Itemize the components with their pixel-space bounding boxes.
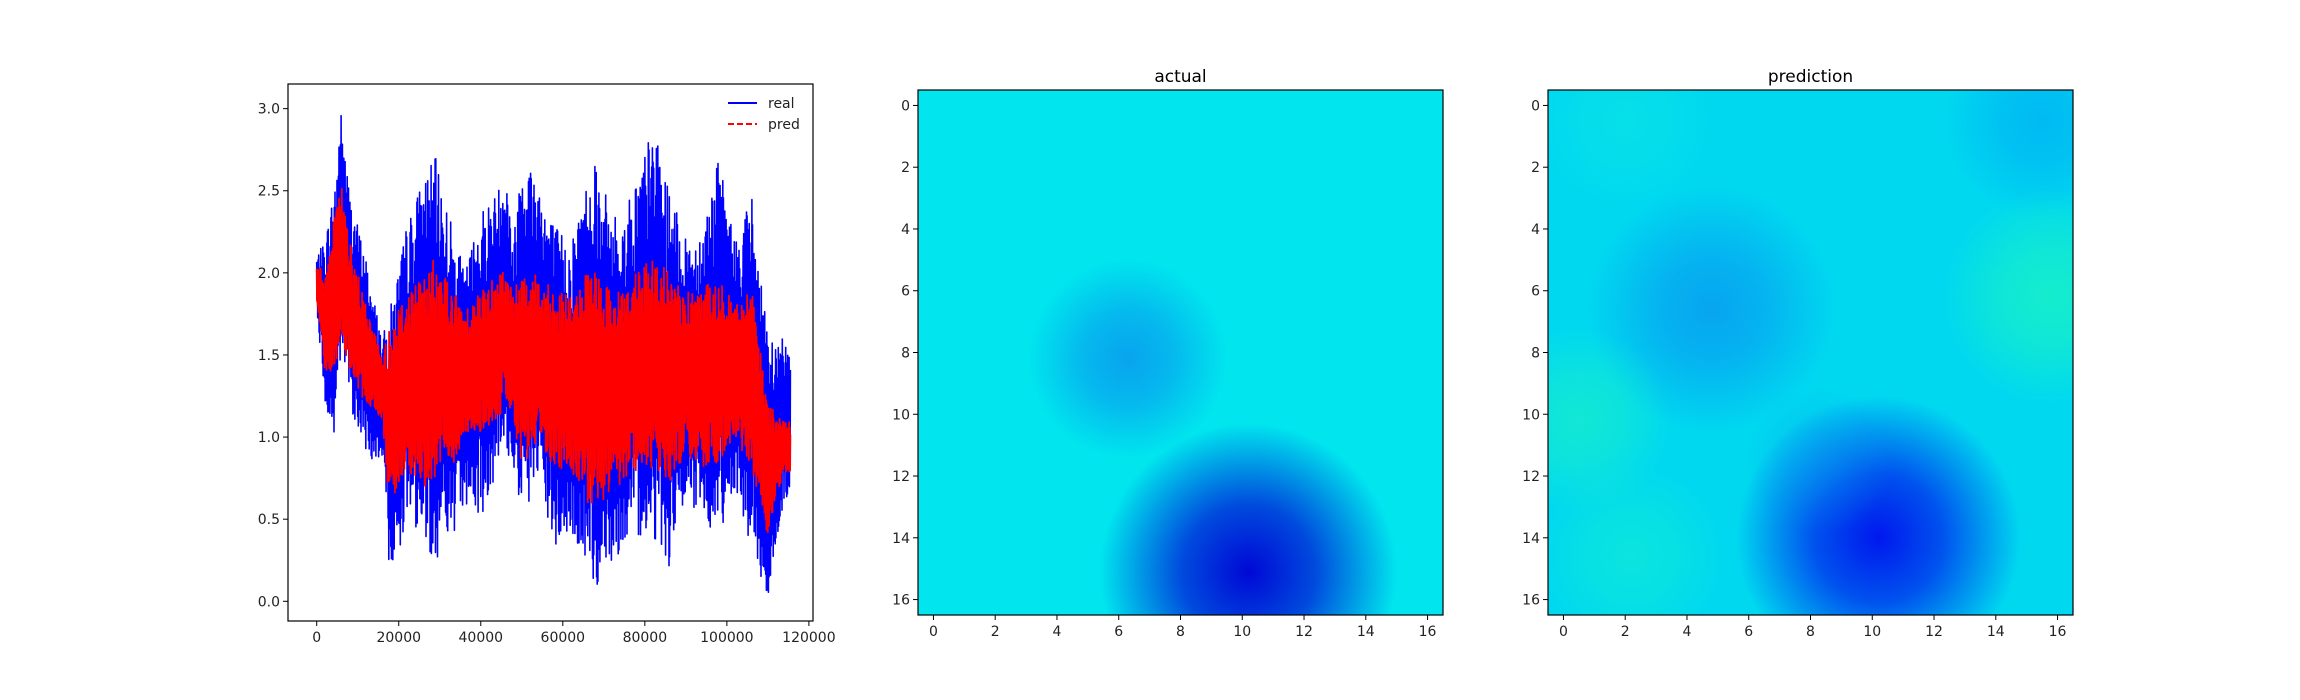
actual-x-tick-label: 10 [1233, 624, 1251, 640]
actual-y-tick-label: 8 [901, 346, 910, 362]
prediction-x-tick-label: 14 [1987, 624, 2005, 640]
actual-x-tick-label: 14 [1357, 624, 1375, 640]
prediction-y-tick-label: 14 [1522, 531, 1540, 547]
line-x-tick-label: 120000 [782, 630, 835, 646]
line-x-tick-label: 100000 [700, 630, 753, 646]
prediction-y-tick-label: 4 [1531, 222, 1540, 238]
actual-x-tick-label: 8 [1176, 624, 1185, 640]
prediction-y-tick-label: 6 [1531, 284, 1540, 300]
prediction-heatmap-image [1548, 90, 2073, 615]
actual-y-tick-label: 0 [901, 98, 910, 114]
line-x-tick-label: 80000 [623, 630, 668, 646]
prediction-y-tick-label: 0 [1531, 98, 1540, 114]
prediction-heatmap-region [1943, 90, 2073, 220]
actual-heatmap-image [918, 90, 1443, 615]
line-y-tick-label: 1.0 [258, 430, 280, 446]
line-series-layer [315, 114, 792, 593]
actual-title: actual [1154, 67, 1206, 87]
prediction-x-tick-label: 8 [1806, 624, 1815, 640]
prediction-x-tick-label: 12 [1925, 624, 1943, 640]
actual-y-axis: 0 2 4 6 8 10 12 14 16 [892, 98, 918, 609]
prediction-x-tick-label: 2 [1621, 624, 1630, 640]
actual-y-tick-label: 12 [892, 469, 910, 485]
actual-x-tick-label: 0 [929, 624, 938, 640]
prediction-y-tick-label: 2 [1531, 160, 1540, 176]
line-y-axis: 0.0 0.5 1.0 1.5 2.0 2.5 3.0 [258, 102, 288, 610]
prediction-title: prediction [1768, 67, 1853, 87]
line-y-tick-label: 0.5 [258, 512, 280, 528]
actual-heatmap-region [1100, 423, 1397, 615]
line-x-tick-label: 20000 [376, 630, 421, 646]
line-y-tick-label: 3.0 [258, 102, 280, 118]
prediction-y-tick-label: 8 [1531, 346, 1540, 362]
actual-x-tick-label: 16 [1419, 624, 1437, 640]
legend: real pred [728, 96, 800, 133]
line-chart-frame [287, 83, 814, 622]
prediction-heatmap-region [1943, 188, 2073, 405]
actual-x-tick-label: 6 [1114, 624, 1123, 640]
prediction-y-tick-label: 16 [1522, 593, 1540, 609]
line-y-tick-label: 1.5 [258, 348, 280, 364]
prediction-y-axis: 0 2 4 6 8 10 12 14 16 [1522, 98, 1548, 609]
actual-y-tick-label: 16 [892, 593, 910, 609]
actual-x-axis: 0 2 4 6 8 10 12 14 16 [929, 615, 1437, 640]
prediction-heatmap-region [1745, 386, 1894, 535]
actual-y-tick-label: 6 [901, 284, 910, 300]
actual-y-tick-label: 14 [892, 531, 910, 547]
legend-real-label: real [768, 96, 795, 112]
actual-x-tick-label: 4 [1053, 624, 1062, 640]
prediction-heatmap-panel: prediction 0 2 4 6 8 10 12 14 16 0 2 4 6 8 10 12 14 16 [1522, 67, 2074, 640]
line-y-tick-label: 2.0 [258, 266, 280, 282]
actual-x-tick-label: 12 [1295, 624, 1313, 640]
prediction-heatmap-region [1548, 463, 1725, 615]
prediction-x-tick-label: 16 [2049, 624, 2067, 640]
line-x-tick-label: 60000 [541, 630, 586, 646]
line-chart-panel: 0 20000 40000 60000 80000 100000 120000 0.0 0.5… [258, 83, 836, 646]
actual-y-tick-label: 2 [901, 160, 910, 176]
prediction-y-tick-label: 12 [1522, 469, 1540, 485]
line-y-tick-label: 0.0 [258, 594, 280, 610]
line-x-tick-label: 40000 [459, 630, 504, 646]
series-pred-line [315, 187, 792, 534]
line-y-tick-label: 2.5 [258, 184, 280, 200]
actual-y-tick-label: 10 [892, 407, 910, 423]
prediction-x-tick-label: 10 [1863, 624, 1881, 640]
prediction-heatmap-region [1548, 90, 1712, 208]
prediction-x-tick-label: 6 [1744, 624, 1753, 640]
prediction-x-axis: 0 2 4 6 8 10 12 14 16 [1559, 615, 2067, 640]
prediction-y-tick-label: 10 [1522, 407, 1540, 423]
actual-heatmap-panel: actual 0 2 4 6 8 10 12 14 16 0 2 4 6 8 10 12 14 16 [892, 67, 1444, 640]
actual-y-tick-label: 4 [901, 222, 910, 238]
actual-x-tick-label: 2 [991, 624, 1000, 640]
actual-heatmap-region [1029, 259, 1227, 458]
line-x-tick-label: 0 [312, 630, 321, 646]
prediction-x-tick-label: 0 [1559, 624, 1568, 640]
legend-pred-label: pred [768, 117, 800, 133]
line-x-axis: 0 20000 40000 60000 80000 100000 120000 [312, 621, 836, 646]
prediction-x-tick-label: 4 [1683, 624, 1692, 640]
